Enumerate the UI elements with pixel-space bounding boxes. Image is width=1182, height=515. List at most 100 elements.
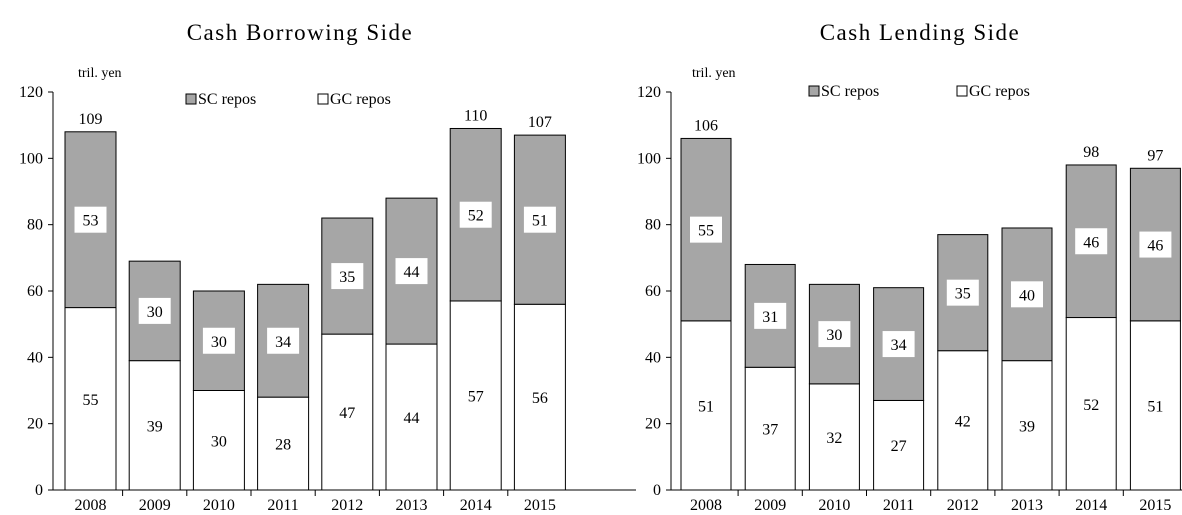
panel2-y-tick-label: 80 [645, 217, 661, 234]
panel1-sc-label-box [459, 201, 492, 228]
panel1-y-tick-label: 100 [19, 150, 43, 167]
panel1-sc-value-label: 51 [532, 213, 548, 230]
panel1-gc-value-label: 39 [147, 418, 163, 435]
panel2-x-tick-label: 2012 [947, 497, 979, 514]
panel1-y-tick-label: 20 [27, 416, 43, 433]
panel1-x-tick-label: 2008 [75, 497, 107, 514]
panel1-y-tick-label: 60 [27, 283, 43, 300]
panel1-bar-gc-2014 [449, 300, 502, 491]
panel2-gc-value-label: 27 [891, 438, 907, 455]
panel1-sc-label-box [267, 327, 300, 354]
panel2-x-tick-label: 2010 [818, 497, 850, 514]
panel1-sc-value-label: 35 [339, 269, 355, 286]
panel2-bar-sc-2010 [808, 283, 860, 385]
panel2-sc-label-box [882, 331, 915, 358]
panel2-sc-value-label: 34 [891, 337, 907, 354]
panel2-bar-gc-2013 [1001, 360, 1053, 491]
panel1-unit-label: tril. yen [78, 66, 122, 81]
panel2-sc-value-label: 46 [1147, 238, 1163, 255]
panel2-legend-label-sc: SC repos [821, 83, 879, 100]
panel2-legend-swatch-sc [808, 85, 820, 97]
panel1-bar-gc-2012 [321, 333, 374, 491]
panel2-legend-label-gc: GC repos [969, 83, 1030, 100]
panel2-gc-value-label: 32 [826, 430, 842, 447]
panel2-gc-value-label: 51 [1147, 398, 1163, 415]
panel1-sc-value-label: 34 [275, 334, 291, 351]
panel2-x-tick-label: 2008 [690, 497, 722, 514]
panel1-sc-label-box [202, 327, 235, 354]
panel2-y-tick-label: 60 [645, 283, 661, 300]
panel2-sc-label-box [818, 321, 851, 348]
panel2-bar-gc-2014 [1065, 317, 1117, 491]
panel2-x-tick-label: 2011 [883, 497, 914, 514]
panel1-sc-label-box [74, 206, 107, 233]
panel2-sc-value-label: 35 [955, 286, 971, 303]
panel1-sc-label-box [395, 258, 428, 285]
panel2-sc-value-label: 55 [698, 223, 714, 240]
panel2-y-tick-label: 100 [637, 150, 661, 167]
panel2-sc-label-box [1075, 228, 1108, 255]
panel2-gc-value-label: 51 [698, 398, 714, 415]
panel1-x-tick-label: 2014 [460, 497, 492, 514]
panel1-x-tick-label: 2011 [267, 497, 298, 514]
panel1-total-label: 107 [528, 114, 552, 131]
panel2-sc-label-box [754, 302, 787, 329]
panel2-x-tick-label: 2014 [1075, 497, 1107, 514]
panel1-legend-label-sc: SC repos [198, 91, 256, 108]
panel1-total-label: 110 [464, 107, 487, 124]
panel2-legend-swatch-gc [956, 85, 968, 97]
panel1-bar-gc-2011 [257, 396, 310, 491]
panel1-sc-label-box [331, 263, 364, 290]
panel1-total-label: 109 [79, 111, 103, 128]
panel1-gc-value-label: 55 [83, 392, 99, 409]
panel2-sc-label-box [946, 279, 979, 306]
panel1-bar-gc-2008 [64, 307, 117, 491]
panel1-bar-gc-2009 [128, 360, 181, 491]
panel2-gc-value-label: 42 [955, 413, 971, 430]
panel1-x-tick-label: 2013 [396, 497, 428, 514]
panel1-legend-swatch-gc [317, 93, 329, 105]
panel2-sc-label-box [1011, 281, 1043, 308]
panel1-chart-title: Cash Borrowing Side [187, 20, 414, 45]
panel1-legend-label-gc: GC repos [330, 91, 391, 108]
panel1-sc-label-box [523, 206, 556, 233]
panel1-gc-value-label: 30 [211, 433, 227, 450]
panel2-bar-gc-2008 [680, 320, 732, 491]
panel1-sc-value-label: 44 [404, 264, 420, 281]
panel2-sc-value-label: 30 [826, 327, 842, 344]
panel1-x-tick-label: 2009 [139, 497, 171, 514]
panel1-gc-value-label: 47 [339, 405, 355, 422]
panel1-y-tick-label: 40 [27, 349, 43, 366]
panel2-sc-value-label: 40 [1019, 287, 1035, 304]
panel1-y-tick-label: 80 [27, 217, 43, 234]
panel1-y-tick-label: 0 [35, 482, 43, 499]
panel2-gc-value-label: 52 [1083, 397, 1099, 414]
panel1-gc-value-label: 28 [275, 437, 291, 454]
panel2-y-tick-label: 20 [645, 416, 661, 433]
panel1-x-tick-label: 2012 [331, 497, 363, 514]
panel1-sc-value-label: 30 [211, 334, 227, 351]
panel1-gc-value-label: 57 [468, 388, 484, 405]
panel1-sc-value-label: 53 [83, 213, 99, 230]
panel2-sc-value-label: 31 [762, 309, 778, 326]
panel2-sc-label-box [1139, 231, 1172, 258]
panel1-sc-label-box [138, 297, 171, 324]
panel1-sc-value-label: 52 [468, 208, 484, 225]
panel2-y-tick-label: 40 [645, 349, 661, 366]
panel2-sc-label-box [690, 216, 722, 243]
panel2-total-label: 106 [694, 117, 718, 134]
panel1-gc-value-label: 56 [532, 390, 548, 407]
panel2-gc-value-label: 39 [1019, 418, 1035, 435]
panel2-x-tick-label: 2009 [754, 497, 786, 514]
panel2-total-label: 98 [1083, 144, 1099, 161]
panel2-y-tick-label: 0 [653, 482, 661, 499]
panel1-y-tick-label: 120 [19, 84, 43, 101]
panel2-gc-value-label: 37 [762, 422, 778, 439]
panel1-legend-swatch-sc [185, 93, 197, 105]
panel2-sc-value-label: 46 [1083, 234, 1099, 251]
panel2-unit-label: tril. yen [692, 66, 736, 81]
panel2-bar-gc-2009 [744, 366, 796, 491]
panel1-bar-gc-2015 [513, 303, 566, 491]
